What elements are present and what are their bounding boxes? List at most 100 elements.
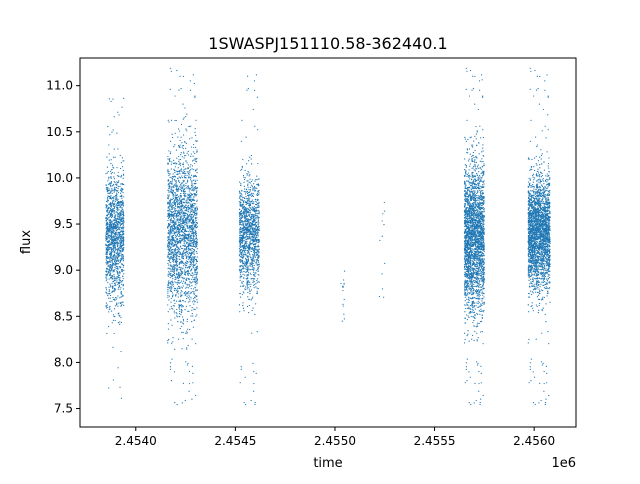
data-point [116, 259, 118, 262]
data-point [174, 204, 177, 206]
data-point [174, 251, 176, 254]
data-point [253, 205, 255, 208]
data-point [167, 253, 169, 255]
data-point [106, 189, 108, 191]
data-point [174, 183, 176, 186]
data-point [170, 163, 172, 165]
data-point [114, 254, 116, 257]
data-point [188, 246, 190, 248]
data-point [256, 179, 258, 181]
data-point [175, 235, 178, 237]
data-point [239, 202, 241, 205]
data-point [185, 305, 187, 308]
data-point [179, 222, 182, 224]
data-point [249, 203, 252, 205]
data-point [167, 215, 169, 217]
data-point [184, 201, 186, 204]
data-point [189, 220, 191, 222]
data-point [111, 201, 114, 203]
data-point [188, 283, 190, 285]
data-point [180, 87, 182, 90]
data-point [195, 185, 197, 188]
data-point [253, 228, 256, 230]
data-point [112, 346, 114, 348]
data-point [245, 271, 247, 274]
data-point [173, 312, 175, 314]
data-point [248, 195, 250, 197]
data-point [175, 255, 177, 257]
data-point [191, 248, 194, 250]
data-point [239, 220, 241, 222]
data-point [196, 238, 198, 240]
data-point [172, 305, 174, 307]
data-point [245, 224, 247, 226]
data-point [250, 219, 252, 221]
data-point [179, 201, 181, 203]
data-point [167, 239, 169, 241]
data-point [193, 293, 195, 295]
data-point [243, 214, 246, 216]
data-point [241, 238, 243, 240]
data-point [180, 218, 182, 220]
data-point [171, 206, 173, 208]
data-point [175, 216, 177, 218]
data-point [195, 188, 197, 190]
data-point [168, 158, 170, 161]
data-point [191, 222, 193, 225]
data-point [247, 184, 249, 186]
data-point [116, 228, 119, 231]
data-point [195, 236, 197, 238]
data-point [180, 270, 182, 272]
data-point [111, 235, 113, 238]
data-point [106, 332, 108, 335]
data-point [123, 226, 125, 228]
data-point [238, 229, 241, 231]
data-point [181, 257, 183, 259]
data-point [195, 191, 198, 194]
data-point [177, 234, 179, 236]
data-point [196, 314, 198, 316]
data-point [167, 202, 169, 204]
data-point [190, 208, 192, 210]
data-point [120, 259, 122, 261]
data-point [247, 180, 249, 182]
data-point [185, 147, 187, 149]
data-point [176, 214, 178, 216]
data-point [168, 271, 170, 273]
data-point [111, 190, 113, 192]
data-point [108, 178, 110, 180]
data-point [111, 240, 113, 242]
point-cluster [238, 74, 260, 406]
data-point [176, 308, 178, 311]
data-point [173, 211, 175, 213]
data-point [180, 246, 182, 248]
data-point [105, 249, 107, 251]
data-point [257, 244, 259, 246]
data-point [110, 270, 112, 272]
data-point [108, 231, 111, 233]
data-point [242, 265, 244, 267]
data-point [195, 343, 197, 345]
data-point [246, 244, 248, 247]
data-point [169, 223, 171, 225]
data-point [114, 247, 117, 249]
data-point [243, 240, 245, 242]
data-point [167, 155, 169, 158]
data-point [109, 215, 112, 218]
data-point [187, 204, 189, 207]
data-point [106, 268, 108, 270]
data-point [343, 298, 345, 301]
data-point [175, 294, 177, 296]
data-point [251, 332, 253, 334]
data-point [180, 208, 182, 211]
data-point [121, 166, 124, 168]
data-point [115, 260, 118, 263]
data-point [178, 130, 181, 132]
data-point [238, 234, 241, 237]
data-point [108, 311, 110, 313]
data-point [246, 208, 248, 210]
data-point [119, 192, 122, 194]
data-point [251, 297, 253, 300]
data-point [193, 299, 195, 302]
data-point [173, 200, 175, 202]
